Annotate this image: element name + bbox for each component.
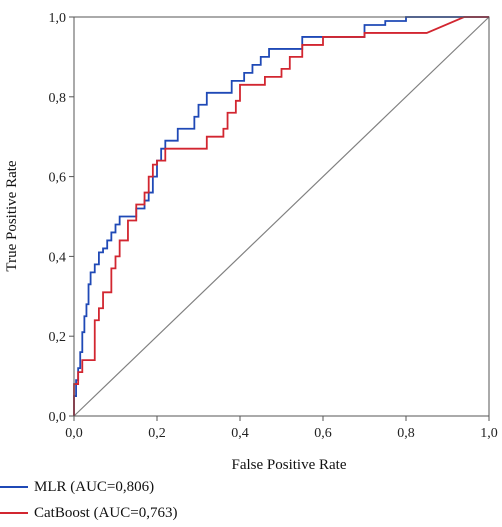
legend-item-catboost: CatBoost (AUC=0,763) xyxy=(0,500,300,526)
y-axis-label: True Positive Rate xyxy=(4,160,20,271)
x-tick-label: 0,4 xyxy=(231,426,249,441)
y-tick-label: 1,0 xyxy=(49,11,67,26)
x-axis-label: False Positive Rate xyxy=(232,457,347,473)
x-tick-label: 0,2 xyxy=(148,426,166,441)
legend-label-catboost: CatBoost (AUC=0,763) xyxy=(34,504,178,521)
y-tick-label: 0,8 xyxy=(49,91,67,106)
legend-swatch-mlr xyxy=(0,486,28,488)
legend: MLR (AUC=0,806) CatBoost (AUC=0,763) xyxy=(0,474,300,526)
y-tick-label: 0,0 xyxy=(49,410,67,425)
plot-frame xyxy=(73,16,490,417)
y-tick-label: 0,4 xyxy=(49,250,67,265)
x-tick-label: 0,0 xyxy=(65,426,83,441)
reference-diagonal xyxy=(73,16,490,417)
legend-label-mlr: MLR (AUC=0,806) xyxy=(34,478,155,495)
legend-swatch-catboost xyxy=(0,512,28,514)
y-tick-label: 0,2 xyxy=(49,330,67,345)
y-tick-label: 0,6 xyxy=(49,171,67,186)
x-tick-label: 0,8 xyxy=(397,426,415,441)
series-line-catboost xyxy=(73,16,489,416)
legend-item-mlr: MLR (AUC=0,806) xyxy=(0,474,300,500)
axes: 0,0 0,2 0,4 0,6 0,8 1,0 0,0 0,2 0,4 0,6 0,8 1,0 xyxy=(49,11,498,441)
x-tick-label: 1,0 xyxy=(480,426,498,441)
x-tick-label: 0,6 xyxy=(314,426,332,441)
plot-area xyxy=(73,16,490,417)
